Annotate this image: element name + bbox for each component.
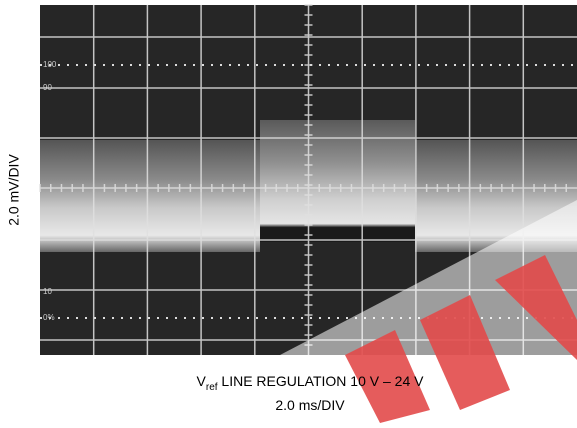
trace-band xyxy=(40,140,260,252)
graticule-label: 100 xyxy=(43,60,57,69)
graticule-labels: 100 90 10 0% xyxy=(43,60,57,322)
graticule xyxy=(39,4,577,355)
trace-band xyxy=(260,120,415,242)
caption-symbol: V xyxy=(197,373,207,389)
caption-subscript: ref xyxy=(206,382,218,393)
caption: Vref LINE REGULATION 10 V – 24 V xyxy=(197,373,425,393)
graticule-label: 90 xyxy=(43,83,52,92)
caption-text: LINE REGULATION 10 V – 24 V xyxy=(218,373,425,389)
graticule-label: 0% xyxy=(43,313,55,322)
watermark xyxy=(280,200,577,423)
y-axis-label: 2.0 mV/DIV xyxy=(6,154,22,226)
graticule-label: 10 xyxy=(43,287,52,296)
x-axis-label: 2.0 ms/DIV xyxy=(275,397,345,413)
